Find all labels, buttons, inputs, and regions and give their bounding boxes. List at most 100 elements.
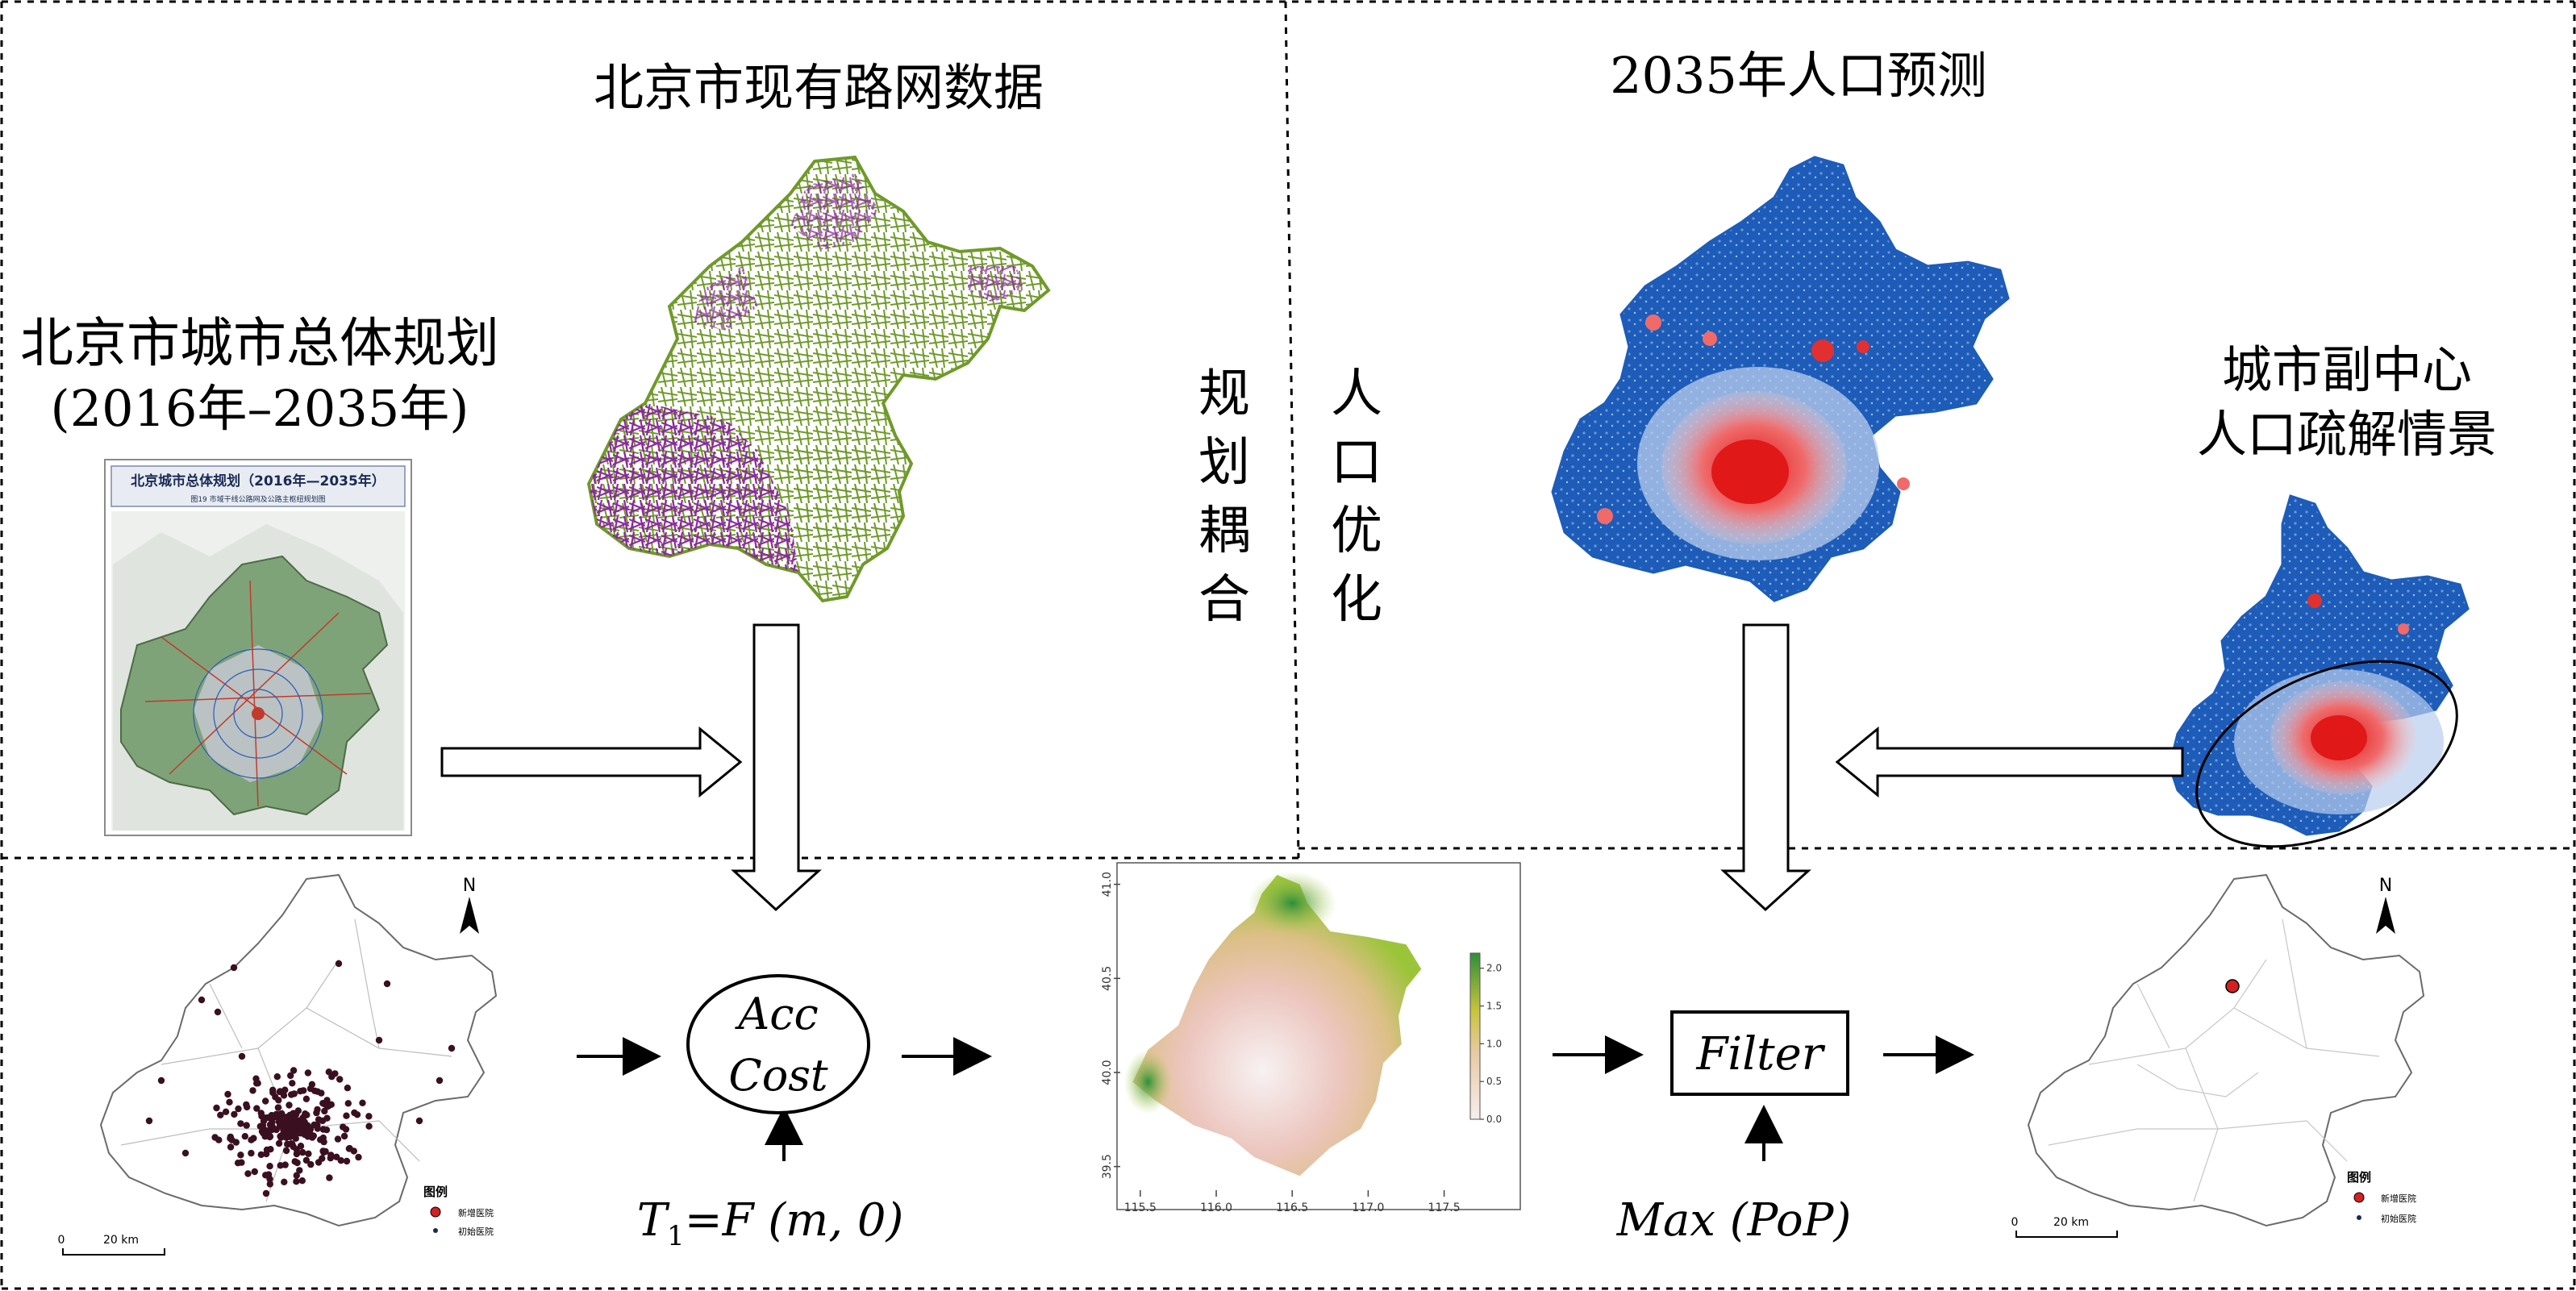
hospital-dot bbox=[290, 1110, 297, 1117]
x-tick-label: 117.5 bbox=[1428, 1201, 1461, 1214]
hospital-dot bbox=[319, 1100, 327, 1107]
legend-title: 图例 bbox=[2347, 1170, 2371, 1185]
hospital-dot bbox=[320, 1138, 327, 1146]
hospital-dot bbox=[340, 1132, 348, 1140]
hospital-dot bbox=[157, 1077, 165, 1085]
hospital-dot bbox=[248, 1136, 255, 1143]
hospital-dot bbox=[304, 1069, 312, 1077]
hospital-dot bbox=[365, 1113, 373, 1120]
x-tick-label: 116.0 bbox=[1200, 1201, 1232, 1214]
hollow-arrow-subcenter bbox=[1835, 726, 2184, 798]
hospital-dot bbox=[145, 1117, 153, 1125]
scale-bar: 0 20 km bbox=[2011, 1216, 2118, 1238]
hospital-dot bbox=[238, 1159, 245, 1166]
hollow-arrow-master-plan bbox=[440, 726, 743, 798]
hospital-dot bbox=[249, 1087, 256, 1094]
hospital-dot bbox=[342, 1126, 350, 1133]
hospital-dot bbox=[327, 1101, 335, 1109]
hospital-dot bbox=[328, 1073, 336, 1081]
hospital-dot bbox=[213, 1104, 220, 1112]
y-tick-label: 40.0 bbox=[1101, 1060, 1114, 1085]
master-plan-map-subtitle: 图19 市域干线公路网及公路主枢纽规划图 bbox=[190, 494, 325, 504]
hospital-dot bbox=[227, 1133, 234, 1141]
road-network-map bbox=[586, 155, 1051, 603]
planning-coupling-char: 划 bbox=[1198, 433, 1250, 493]
hospital-dot bbox=[181, 1149, 190, 1157]
hospital-dot bbox=[257, 1151, 265, 1159]
filter-label: Filter bbox=[1695, 1028, 1825, 1081]
legend-title: 图例 bbox=[423, 1185, 448, 1199]
north-arrow-label: N bbox=[2379, 876, 2392, 896]
hospital-dot bbox=[383, 980, 391, 988]
hospital-dot bbox=[262, 1097, 269, 1105]
population-optimization-char: 优 bbox=[1331, 502, 1382, 561]
scale-bar-zero: 0 bbox=[2011, 1216, 2019, 1229]
scale-bar-zero: 0 bbox=[58, 1234, 65, 1247]
hospital-dot bbox=[222, 1108, 230, 1116]
hospital-dot bbox=[302, 1095, 311, 1103]
hospital-dot bbox=[375, 1036, 383, 1044]
acc-cost-line1: Acc bbox=[734, 989, 818, 1039]
planning-coupling-char: 合 bbox=[1198, 570, 1250, 630]
hospital-dot bbox=[289, 1140, 296, 1148]
hospital-dot bbox=[230, 964, 238, 972]
hospital-dot bbox=[243, 1122, 250, 1129]
hospital-dot bbox=[244, 1103, 251, 1111]
hollow-arrow-road-network bbox=[731, 623, 822, 912]
hospital-dot bbox=[293, 1178, 300, 1185]
hospital-dot bbox=[334, 1135, 342, 1143]
hospital-dot bbox=[262, 1189, 270, 1197]
hospital-dot bbox=[293, 1146, 300, 1153]
map-legend: 图例 新增医院 初始医院 bbox=[2347, 1170, 2416, 1224]
hospital-dot bbox=[244, 1170, 252, 1177]
filter-node: Filter bbox=[1670, 1010, 1849, 1096]
hospital-dot bbox=[305, 1150, 312, 1158]
legend-item-initial-hospital: 初始医院 bbox=[458, 1226, 494, 1237]
hospital-dot bbox=[281, 1161, 289, 1168]
hospital-dot bbox=[299, 1148, 306, 1156]
hospital-dot bbox=[211, 1134, 219, 1141]
hospital-dot bbox=[263, 1146, 271, 1154]
hospital-dot bbox=[335, 960, 343, 968]
north-arrow: N bbox=[460, 876, 479, 934]
hospital-dot bbox=[436, 1077, 444, 1085]
t1-formula-rest: =F (m, 0) bbox=[685, 1194, 904, 1247]
hospital-dot bbox=[298, 1177, 306, 1185]
hospital-dot bbox=[238, 1052, 246, 1060]
hospital-dot bbox=[226, 1098, 233, 1106]
hospital-dot bbox=[266, 1181, 273, 1188]
population-optimization-char: 人 bbox=[1331, 364, 1382, 424]
colorbar-gradient bbox=[1469, 952, 1481, 1120]
high-cost-zone bbox=[1123, 1049, 1173, 1114]
hospital-dot bbox=[302, 1110, 309, 1118]
population-2035-map bbox=[1551, 156, 2010, 602]
hospital-dot bbox=[296, 1167, 303, 1174]
hospital-dot bbox=[237, 1151, 244, 1159]
population-optimization-char: 口 bbox=[1331, 433, 1382, 493]
hospital-dot bbox=[214, 1008, 222, 1016]
scale-bar-label: 20 km bbox=[2053, 1216, 2089, 1229]
hospital-dot bbox=[314, 1125, 321, 1132]
accessibility-axis-ticks: 115.5 116.0 116.5 117.0 117.5 39.5 40.0 40.5 41.… bbox=[1101, 872, 1461, 1214]
hospital-dot bbox=[327, 1155, 334, 1162]
population-optimization-label: 人 口 优 化 bbox=[1331, 364, 1382, 630]
colorbar-tick-label: 2.0 bbox=[1486, 963, 1502, 974]
hospital-dot bbox=[248, 1149, 255, 1157]
hospital-dot bbox=[359, 1099, 366, 1107]
population-title: 2035年人口预测 bbox=[1610, 46, 1987, 105]
hospital-dot bbox=[241, 1133, 248, 1140]
accessibility-colorbar: 0.0 0.5 1.0 1.5 2.0 bbox=[1469, 952, 1502, 1125]
hospital-dot bbox=[343, 1157, 351, 1165]
hospital-dot bbox=[235, 1105, 242, 1113]
hospital-dot bbox=[344, 1085, 352, 1092]
colorbar-tick-label: 0.0 bbox=[1486, 1114, 1502, 1125]
hospital-dot bbox=[275, 1139, 283, 1147]
hospital-dot bbox=[326, 1174, 333, 1181]
accessibility-plot bbox=[1123, 871, 1422, 1176]
hospital-dot bbox=[365, 1122, 373, 1130]
hospital-dot bbox=[273, 1073, 281, 1081]
hospital-dot bbox=[266, 1133, 274, 1140]
hospital-dot bbox=[276, 1110, 284, 1118]
